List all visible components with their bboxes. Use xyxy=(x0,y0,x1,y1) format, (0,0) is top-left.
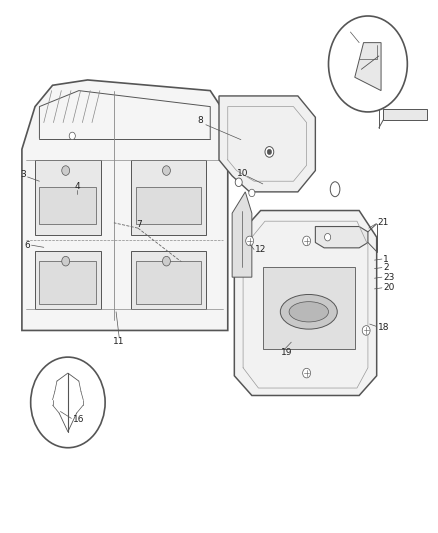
Polygon shape xyxy=(131,160,206,235)
Text: 16: 16 xyxy=(73,415,85,424)
Polygon shape xyxy=(131,251,206,309)
Text: 1: 1 xyxy=(383,255,389,263)
Polygon shape xyxy=(22,80,228,330)
Polygon shape xyxy=(234,211,377,395)
Circle shape xyxy=(328,16,407,112)
Circle shape xyxy=(267,149,272,155)
Text: 7: 7 xyxy=(136,221,142,229)
Text: 19: 19 xyxy=(281,349,293,357)
Ellipse shape xyxy=(289,302,328,322)
Text: 4: 4 xyxy=(74,182,80,191)
Text: 8: 8 xyxy=(198,117,204,125)
Polygon shape xyxy=(232,192,252,277)
Text: 10: 10 xyxy=(237,169,249,177)
Circle shape xyxy=(162,166,170,175)
Circle shape xyxy=(31,357,105,448)
Polygon shape xyxy=(219,96,315,192)
Circle shape xyxy=(235,178,242,187)
Circle shape xyxy=(303,368,311,378)
Text: 20: 20 xyxy=(383,284,395,292)
Text: 18: 18 xyxy=(378,324,389,332)
Ellipse shape xyxy=(330,182,340,197)
Text: 2: 2 xyxy=(383,263,389,272)
Circle shape xyxy=(162,256,170,266)
Ellipse shape xyxy=(280,294,337,329)
Circle shape xyxy=(325,233,331,241)
Circle shape xyxy=(62,166,70,175)
Circle shape xyxy=(246,236,254,246)
Text: 23: 23 xyxy=(383,273,395,281)
Polygon shape xyxy=(136,187,201,224)
Circle shape xyxy=(265,147,274,157)
Polygon shape xyxy=(35,251,101,309)
Polygon shape xyxy=(39,261,96,304)
Circle shape xyxy=(362,326,370,335)
Circle shape xyxy=(303,236,311,246)
Polygon shape xyxy=(383,109,427,120)
Polygon shape xyxy=(39,187,96,224)
Polygon shape xyxy=(136,261,201,304)
Polygon shape xyxy=(35,160,101,235)
Circle shape xyxy=(249,189,255,197)
Text: 11: 11 xyxy=(113,337,125,345)
Text: 12: 12 xyxy=(255,245,266,254)
Text: 3: 3 xyxy=(21,171,26,179)
Circle shape xyxy=(69,132,75,140)
Polygon shape xyxy=(315,227,368,248)
Polygon shape xyxy=(355,43,381,91)
Polygon shape xyxy=(263,266,355,349)
Text: 21: 21 xyxy=(378,219,389,227)
Circle shape xyxy=(62,256,70,266)
Text: 6: 6 xyxy=(24,241,30,249)
